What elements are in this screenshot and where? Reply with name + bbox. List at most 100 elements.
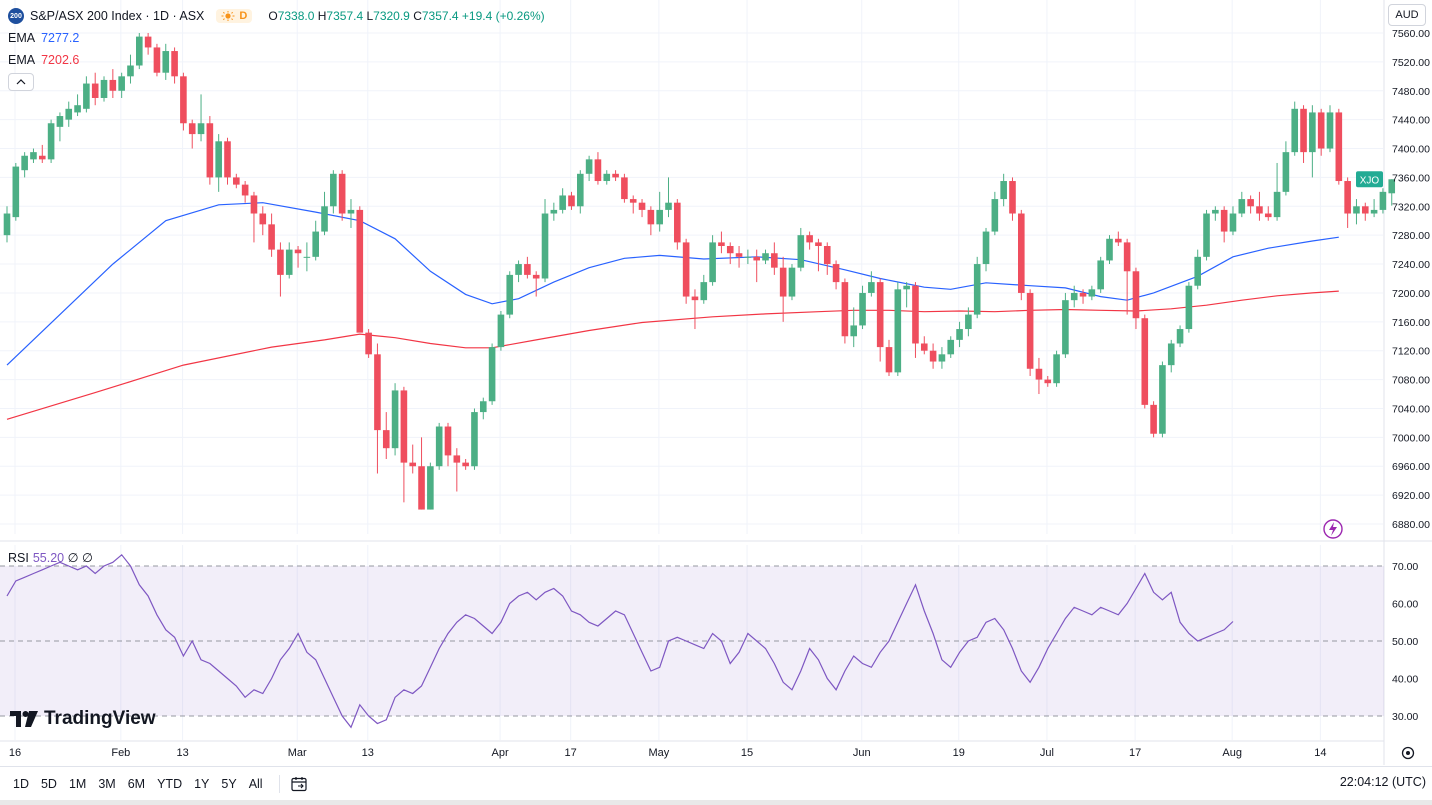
candle-body[interactable]: [1344, 181, 1351, 214]
candle-body[interactable]: [12, 166, 20, 218]
candle-body[interactable]: [1194, 256, 1201, 286]
candle-body[interactable]: [1220, 209, 1228, 232]
candle-body[interactable]: [391, 390, 399, 449]
candle-body[interactable]: [920, 343, 928, 351]
candle-body[interactable]: [612, 173, 619, 178]
candle-body[interactable]: [506, 274, 514, 315]
go-to-date-button[interactable]: [278, 774, 308, 793]
timeframe-1d[interactable]: 1D: [13, 776, 29, 791]
candle-body[interactable]: [929, 350, 937, 362]
candle-body[interactable]: [1309, 112, 1316, 153]
candle-body[interactable]: [1106, 238, 1113, 261]
candle-body[interactable]: [1335, 112, 1343, 182]
timeframe-5y[interactable]: 5Y: [221, 776, 237, 791]
candle-body[interactable]: [215, 141, 222, 178]
candle-body[interactable]: [1159, 365, 1166, 434]
market-status-pill[interactable]: D: [216, 9, 253, 23]
candle-body[interactable]: [1388, 179, 1396, 194]
candle-body[interactable]: [118, 76, 125, 91]
candle-body[interactable]: [1000, 181, 1007, 200]
candle-body[interactable]: [347, 209, 355, 214]
candle-body[interactable]: [144, 36, 152, 48]
candle-body[interactable]: [356, 209, 364, 333]
candle-body[interactable]: [180, 76, 187, 124]
candle-body[interactable]: [568, 195, 575, 207]
candle-body[interactable]: [38, 155, 46, 160]
utc-clock[interactable]: 22:04:12 (UTC): [1339, 775, 1426, 789]
candle-body[interactable]: [956, 329, 963, 340]
candle-body[interactable]: [832, 264, 840, 283]
candle-body[interactable]: [1132, 271, 1140, 319]
candle-body[interactable]: [100, 79, 108, 98]
candle-body[interactable]: [621, 177, 628, 200]
candle-body[interactable]: [1379, 191, 1387, 210]
candle-body[interactable]: [665, 202, 672, 210]
candle-body[interactable]: [1361, 206, 1369, 214]
candle-body[interactable]: [435, 426, 443, 467]
candle-body[interactable]: [806, 235, 813, 243]
candle-body[interactable]: [1167, 343, 1175, 366]
candle-body[interactable]: [876, 282, 884, 348]
candle-body[interactable]: [488, 347, 496, 402]
candle-body[interactable]: [656, 209, 663, 225]
candle-body[interactable]: [973, 264, 981, 315]
candle-body[interactable]: [1026, 292, 1034, 369]
candle-body[interactable]: [1176, 329, 1184, 344]
candle-body[interactable]: [709, 242, 716, 283]
candle-body[interactable]: [885, 347, 893, 373]
candle-body[interactable]: [1370, 209, 1378, 214]
timeframe-6m[interactable]: 6M: [127, 776, 146, 791]
candle-body[interactable]: [1070, 292, 1078, 301]
candle-body[interactable]: [497, 314, 505, 348]
candle-body[interactable]: [585, 159, 593, 174]
candle-body[interactable]: [127, 65, 134, 77]
candle-body[interactable]: [1212, 209, 1219, 214]
candle-body[interactable]: [285, 249, 293, 275]
candle-body[interactable]: [330, 173, 337, 207]
candle-body[interactable]: [1238, 199, 1246, 214]
ema-slow-legend[interactable]: EMA 7202.6: [8, 53, 79, 67]
currency-selector[interactable]: AUD: [1388, 4, 1426, 26]
candle-body[interactable]: [427, 466, 434, 510]
candle-body[interactable]: [691, 296, 699, 301]
candle-body[interactable]: [1141, 318, 1149, 405]
candle-body[interactable]: [700, 282, 708, 301]
timeframe-5d[interactable]: 5D: [40, 776, 57, 791]
candle-body[interactable]: [638, 202, 646, 210]
candle-body[interactable]: [1062, 300, 1069, 355]
candle-body[interactable]: [1273, 191, 1281, 218]
candle-body[interactable]: [1097, 260, 1104, 290]
candle-body[interactable]: [1353, 206, 1360, 214]
candle-body[interactable]: [938, 354, 946, 362]
candle-body[interactable]: [56, 116, 64, 127]
candle-body[interactable]: [162, 51, 170, 73]
candle-body[interactable]: [153, 47, 161, 73]
candle-body[interactable]: [109, 79, 117, 91]
timeframe-ytd[interactable]: YTD: [157, 776, 183, 791]
candle-body[interactable]: [841, 282, 849, 337]
candle-body[interactable]: [1088, 289, 1096, 297]
candle-body[interactable]: [47, 123, 55, 160]
candle-body[interactable]: [577, 173, 584, 207]
candle-body[interactable]: [321, 206, 328, 232]
candle-body[interactable]: [462, 462, 469, 467]
symbol-title[interactable]: S&P/ASX 200 Index · 1D · ASX: [30, 9, 205, 23]
candle-body[interactable]: [136, 36, 143, 66]
candle-body[interactable]: [277, 249, 284, 275]
candle-body[interactable]: [1247, 199, 1254, 207]
candle-body[interactable]: [797, 235, 805, 268]
candle-body[interactable]: [1264, 213, 1272, 218]
candle-body[interactable]: [74, 105, 81, 113]
candle-body[interactable]: [771, 253, 778, 268]
timeframe-all[interactable]: All: [248, 776, 263, 791]
candle-body[interactable]: [259, 213, 267, 225]
candle-body[interactable]: [753, 256, 760, 261]
candle-body[interactable]: [894, 289, 902, 373]
candle-body[interactable]: [374, 354, 381, 431]
candle-body[interactable]: [718, 242, 725, 247]
collapse-legend-button[interactable]: [8, 73, 34, 91]
candle-body[interactable]: [171, 51, 178, 77]
candle-body[interactable]: [550, 209, 558, 214]
candle-body[interactable]: [479, 401, 487, 413]
candle-body[interactable]: [233, 177, 240, 185]
